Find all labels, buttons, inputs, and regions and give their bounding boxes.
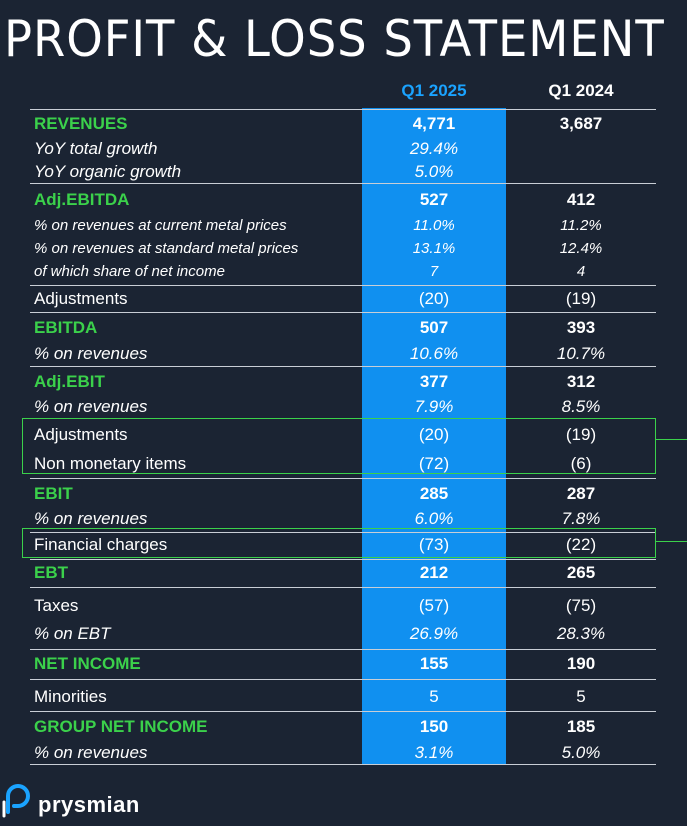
value-q1-2024: 12.4% — [559, 240, 603, 257]
prysmian-logo-icon — [2, 784, 30, 818]
row-separator — [30, 312, 656, 313]
row-label: % on revenues at current metal prices — [34, 217, 287, 234]
q1-2025-column-highlight — [362, 108, 506, 764]
value-q1-2024: 412 — [566, 190, 596, 209]
row-label: NET INCOME — [34, 654, 141, 673]
row-separator — [30, 109, 656, 110]
row-separator — [30, 679, 656, 680]
value-q1-2025: 5.0% — [414, 162, 454, 181]
highlight-box-financial-charges — [22, 528, 656, 558]
value-q1-2025: 10.6% — [409, 344, 459, 363]
value-q1-2025: 285 — [419, 484, 449, 503]
value-q1-2024: 393 — [566, 318, 596, 337]
value-q1-2025: 507 — [419, 318, 449, 337]
column-header-q1-2024: Q1 2024 — [548, 81, 614, 100]
row-separator — [30, 285, 656, 286]
value-q1-2024: 185 — [566, 717, 596, 736]
value-q1-2024: 10.7% — [556, 344, 606, 363]
value-q1-2025: 7 — [429, 263, 439, 280]
row-label: GROUP NET INCOME — [34, 717, 208, 736]
row-separator — [30, 559, 656, 560]
row-separator — [30, 587, 656, 588]
value-q1-2025: 377 — [419, 372, 449, 391]
value-q1-2025: 11.0% — [413, 217, 455, 234]
value-q1-2024: 287 — [566, 484, 596, 503]
row-label: EBIT — [34, 484, 73, 503]
row-separator — [30, 478, 656, 479]
value-q1-2024: 190 — [566, 654, 596, 673]
value-q1-2024: (6) — [570, 454, 592, 473]
value-q1-2024: 11.2% — [560, 217, 602, 234]
value-q1-2025: 29.4% — [409, 139, 459, 158]
row-label: % on revenues — [34, 743, 148, 762]
row-label: Minorities — [34, 687, 107, 706]
value-q1-2025: 3.1% — [414, 743, 454, 762]
value-q1-2025: 7.9% — [414, 397, 454, 416]
row-label: Adjustments — [34, 425, 128, 444]
highlight-box-adjustments — [22, 418, 656, 474]
value-q1-2024: 3,687 — [559, 114, 603, 133]
row-label: % on revenues — [34, 397, 148, 416]
value-q1-2025: (57) — [418, 596, 450, 615]
value-q1-2025: (20) — [418, 425, 450, 444]
row-separator — [30, 532, 656, 533]
value-q1-2024: (19) — [565, 289, 597, 308]
row-separator — [30, 649, 656, 650]
value-q1-2025: (73) — [418, 535, 450, 554]
value-q1-2025: 155 — [419, 654, 449, 673]
value-q1-2025: (20) — [418, 289, 450, 308]
row-label: Financial charges — [34, 535, 168, 554]
page-title: PROFIT & LOSS STATEMENT — [4, 10, 665, 68]
row-label: EBITDA — [34, 318, 98, 337]
value-q1-2024: (22) — [565, 535, 597, 554]
value-q1-2024: 312 — [566, 372, 596, 391]
row-label: Adj.EBIT — [34, 372, 105, 391]
row-label: of which share of net income — [34, 263, 225, 280]
value-q1-2025: (72) — [418, 454, 450, 473]
row-label: Adj.EBITDA — [34, 190, 130, 209]
value-q1-2025: 4,771 — [412, 114, 456, 133]
highlight-connector-line — [656, 439, 687, 440]
value-q1-2024: (75) — [565, 596, 597, 615]
row-separator — [30, 183, 656, 184]
value-q1-2025: 13.1% — [412, 240, 456, 257]
row-label: YoY organic growth — [34, 162, 182, 181]
row-label: YoY total growth — [34, 139, 158, 158]
row-label: % on EBT — [34, 624, 111, 643]
value-q1-2024: 7.8% — [561, 509, 601, 528]
row-label: Adjustments — [34, 289, 128, 308]
value-q1-2024: 8.5% — [561, 397, 601, 416]
row-label: % on revenues — [34, 344, 148, 363]
value-q1-2025: 150 — [419, 717, 449, 736]
row-separator — [30, 764, 656, 765]
value-q1-2025: 26.9% — [409, 624, 459, 643]
value-q1-2025: 527 — [419, 190, 449, 209]
row-label: % on revenues — [34, 509, 148, 528]
row-separator — [30, 366, 656, 367]
row-label: EBT — [34, 563, 68, 582]
value-q1-2024: 5.0% — [561, 743, 601, 762]
row-label: Taxes — [34, 596, 79, 615]
value-q1-2024: 5 — [576, 687, 586, 706]
value-q1-2024: 28.3% — [556, 624, 606, 643]
prysmian-logo-text: prysmian — [38, 792, 140, 817]
row-label: % on revenues at standard metal prices — [34, 240, 299, 257]
value-q1-2024: 4 — [576, 263, 586, 280]
row-label: Non monetary items — [34, 454, 187, 473]
column-header-q1-2025: Q1 2025 — [401, 81, 467, 100]
highlight-connector-line — [656, 541, 687, 542]
value-q1-2024: (19) — [565, 425, 597, 444]
row-label: REVENUES — [34, 114, 128, 133]
value-q1-2025: 6.0% — [414, 509, 454, 528]
row-separator — [30, 711, 656, 712]
value-q1-2024: 265 — [566, 563, 596, 582]
value-q1-2025: 5 — [429, 687, 439, 706]
value-q1-2025: 212 — [419, 563, 449, 582]
